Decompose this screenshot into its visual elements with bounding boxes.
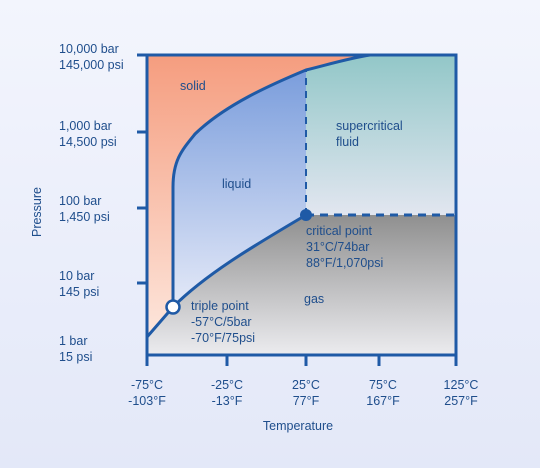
x-tick-label: 125°C: [444, 378, 479, 392]
y-tick-label: 14,500 psi: [59, 135, 117, 149]
supercritical-label: fluid: [336, 135, 359, 149]
y-tick-label: 100 bar: [59, 194, 101, 208]
x-tick-label: 77°F: [293, 394, 320, 408]
y-tick-label: 10 bar: [59, 269, 94, 283]
critical-point-title: critical point: [306, 224, 373, 238]
x-tick-label: -13°F: [212, 394, 243, 408]
critical-point-marker: [300, 209, 312, 221]
critical-point-fahrenheit: 88°F/1,070psi: [306, 256, 383, 270]
triple-point-fahrenheit: -70°F/75psi: [191, 331, 255, 345]
x-tick-label: 257°F: [444, 394, 478, 408]
y-tick-label: 1 bar: [59, 334, 88, 348]
y-tick-label: 15 psi: [59, 350, 92, 364]
y-axis-title: Pressure: [30, 187, 44, 237]
gas-region: [147, 215, 456, 355]
x-tick-label: 75°C: [369, 378, 397, 392]
liquid-label: liquid: [222, 177, 251, 191]
melting-curve: [171, 53, 371, 307]
y-axis-ticks: [137, 53, 147, 285]
triple-point-title: triple point: [191, 299, 249, 313]
x-axis-title: Temperature: [263, 419, 333, 433]
supercritical-region: [306, 55, 456, 215]
critical-point-celsius: 31°C/74bar: [306, 240, 369, 254]
x-tick-label: -103°F: [128, 394, 166, 408]
y-tick-label: 145,000 psi: [59, 58, 124, 72]
x-tick-label: 25°C: [292, 378, 320, 392]
gas-label: gas: [304, 292, 324, 306]
y-tick-label: 1,000 bar: [59, 119, 112, 133]
triple-point-celsius: -57°C/5bar: [191, 315, 252, 329]
x-tick-label: -75°C: [131, 378, 163, 392]
y-tick-label: 1,450 psi: [59, 210, 110, 224]
plot-frame: [145, 53, 458, 357]
triple-point-marker: [165, 299, 181, 315]
x-axis-ticks: [145, 355, 458, 366]
y-tick-label: 10,000 bar: [59, 42, 119, 56]
supercritical-label: supercritical: [336, 119, 403, 133]
solid-label: solid: [180, 79, 206, 93]
x-tick-label: 167°F: [366, 394, 400, 408]
x-tick-label: -25°C: [211, 378, 243, 392]
liquid-region: [173, 70, 306, 307]
y-tick-label: 145 psi: [59, 285, 99, 299]
